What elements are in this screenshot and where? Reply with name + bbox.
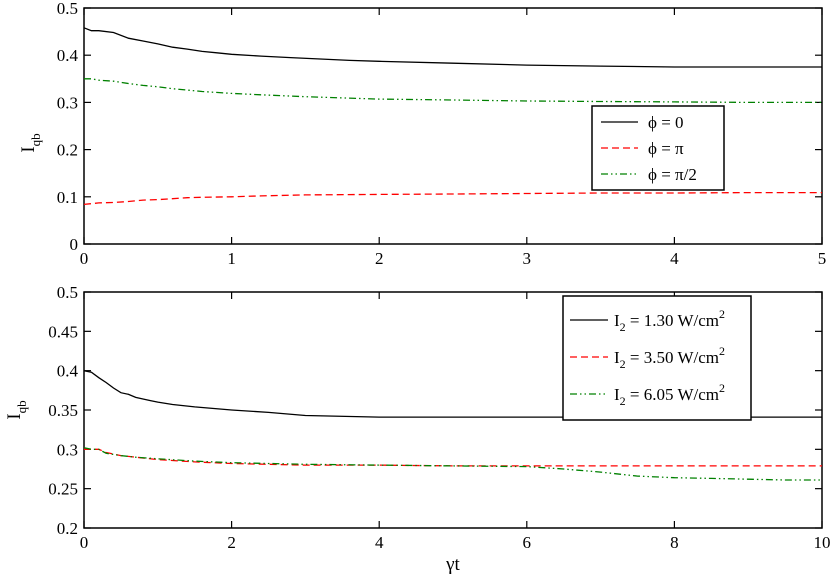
top-x-tick-label: 1: [227, 249, 236, 268]
bottom-legend-label: I2 = 1.30 W/cm2: [614, 307, 725, 334]
top-x-tick-label: 2: [375, 249, 384, 268]
top-legend-label: ϕ = 0: [648, 113, 684, 132]
bottom-legend-label: I2 = 3.50 W/cm2: [614, 344, 725, 371]
top-legend-label: ϕ = π/2: [648, 165, 697, 184]
bottom-y-tick-label: 0.45: [48, 322, 78, 341]
bottom-y-tick-label: 0.25: [48, 480, 78, 499]
top-y-tick-label: 0.2: [57, 141, 78, 160]
bottom-series-line-3: [83, 447, 822, 481]
bottom-y-tick-label: 0.2: [57, 519, 78, 538]
top-legend-label: ϕ = π: [648, 139, 684, 158]
top-series-line-1: [83, 27, 822, 68]
top-plot-area: [83, 7, 823, 245]
bottom-series-group: [83, 370, 822, 481]
top-x-tick-label: 5: [818, 249, 827, 268]
top-panel: 0 1 2 3 4 500.10.20.30.40.5 Iqb ϕ = 0ϕ = πϕ =…: [18, 0, 826, 268]
top-ticks: 0 1 2 3 4 5 0 0.1 0.2 0.3 0.4 0.5: [57, 0, 827, 268]
top-series-line-2: [83, 191, 822, 206]
top-x-tick-label: 3: [523, 249, 532, 268]
bottom-ticks: 0 2 4 6 8 10 0.2 0.25 0.3 0.35 0.4 0.45 0.5: [48, 283, 830, 552]
bottom-x-tick-label: 10: [814, 533, 830, 552]
top-y-tick-label: 0.1: [57, 188, 78, 207]
top-y-tick-label: 0.4: [57, 46, 79, 65]
bottom-x-axis-label: γt: [445, 554, 460, 575]
bottom-y-tick-label: 0.5: [57, 283, 78, 302]
bottom-y-tick-label: 0.35: [48, 401, 78, 420]
top-series-line-3: [84, 78, 822, 104]
top-legend: ϕ = 0 ϕ = π ϕ = π/2: [591, 105, 725, 191]
bottom-y-tick-label: 0.3: [57, 440, 78, 459]
bottom-panel: 0 2 4 6 8 10 0.2 0.25 0.3 0.35 0.4 0.45 0.5 Iqb γt I…: [4, 283, 830, 575]
bottom-x-tick-label: 8: [670, 533, 679, 552]
bottom-legend-box: [562, 295, 752, 421]
top-y-axis-label: Iqb: [18, 133, 43, 152]
top-y-tick-label: 0.5: [57, 0, 78, 18]
top-x-tick-label: 0: [80, 249, 89, 268]
bottom-y-axis-label: Iqb: [4, 400, 29, 419]
top-y-tick-label: 0: [70, 235, 79, 254]
bottom-series-line-1: [83, 370, 822, 418]
bottom-x-tick-label: 4: [375, 533, 384, 552]
top-y-tick-label: 0.3: [57, 93, 78, 112]
top-series-group: [83, 27, 822, 206]
bottom-x-tick-label: 2: [227, 533, 236, 552]
bottom-y-tick-label: 0.4: [57, 362, 79, 381]
bottom-x-tick-label: 6: [523, 533, 532, 552]
bottom-x-tick-label: 0: [80, 533, 89, 552]
bottom-series-line-2: [84, 448, 822, 467]
bottom-legend-label: I2 = 6.05 W/cm2: [614, 381, 725, 408]
bottom-legend: I2 = 1.30 W/cm2 I2 = 3.50 W/cm2 I2 = 6.05 …: [562, 295, 752, 421]
top-x-tick-label: 4: [670, 249, 679, 268]
